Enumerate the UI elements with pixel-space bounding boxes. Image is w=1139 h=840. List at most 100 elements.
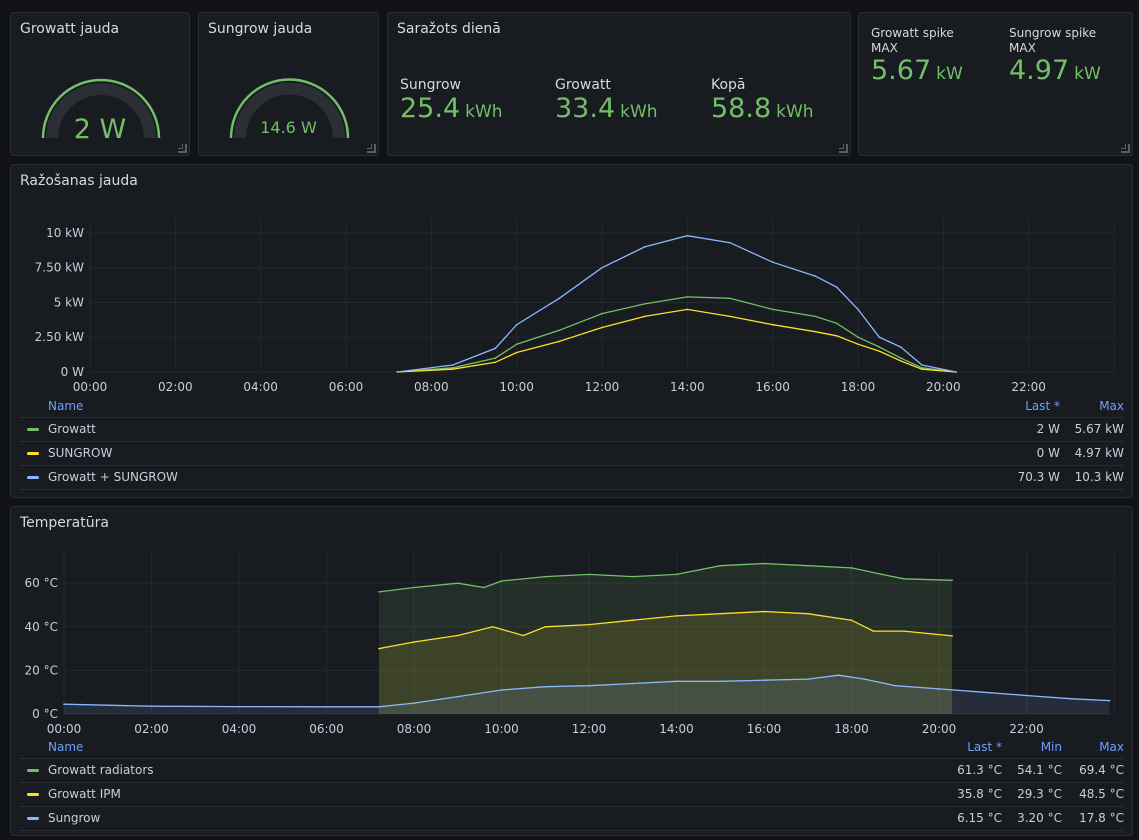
legend-series-name[interactable]: Growatt + SUNGROW	[48, 470, 178, 484]
stat-label-growatt: Growatt	[555, 77, 611, 93]
legend-header-min[interactable]: Min	[1040, 740, 1062, 754]
data-point	[675, 615, 678, 617]
series-line	[397, 235, 957, 373]
legend-header-name[interactable]: Name	[48, 399, 84, 413]
data-point	[601, 326, 603, 329]
data-point	[515, 351, 518, 354]
power-chart-panel: Ražošanas jauda 00:00 02:00 04:00 06:00 08:0…	[10, 164, 1133, 498]
stat-value-sungrow: 25.4 kWh	[400, 93, 503, 124]
data-point	[878, 346, 881, 348]
y-tick-label: 2.50 kW	[35, 330, 84, 344]
data-point	[835, 322, 838, 325]
x-tick-label: 16:00	[747, 722, 782, 736]
data-point	[729, 315, 731, 318]
data-point	[806, 612, 809, 615]
legend-series-name[interactable]: Sungrow	[48, 811, 101, 825]
sungrow-gauge-panel: Sungrow jauda 14.6 W	[198, 12, 379, 156]
data-point	[631, 682, 634, 685]
legend-row[interactable]: SUNGROW 0 W 4.97 kW	[19, 442, 1124, 466]
data-point	[378, 647, 380, 650]
resize-handle-icon[interactable]	[367, 144, 376, 153]
data-point	[938, 688, 940, 690]
data-point	[483, 586, 485, 589]
series-line	[397, 296, 957, 373]
series-line	[397, 308, 957, 373]
data-point	[643, 246, 646, 248]
data-point	[588, 573, 590, 576]
data-point	[814, 315, 817, 318]
data-point	[325, 706, 328, 708]
gauge-value: 2 W	[73, 114, 127, 145]
stat-unit: kWh	[465, 102, 503, 122]
temperature-chart[interactable]: 00:00 02:00 04:00 06:00 08:00 10:00 12:00 14:00…	[11, 507, 1132, 747]
legend-row[interactable]: Growatt + SUNGROW 70.3 W 10.3 kW	[19, 466, 1124, 490]
legend-row[interactable]: Sungrow 6.15 °C 3.20 °C 17.8 °C	[19, 807, 1124, 831]
legend-header-last[interactable]: Last *	[1025, 399, 1060, 413]
data-point	[921, 367, 923, 369]
data-point	[544, 685, 547, 688]
legend-header-name[interactable]: Name	[48, 740, 84, 754]
data-point	[1108, 699, 1111, 702]
data-point	[500, 689, 503, 691]
x-tick-label: 06:00	[309, 722, 344, 736]
data-point	[601, 266, 603, 269]
data-point	[814, 330, 817, 333]
legend-series-name[interactable]: Growatt IPM	[48, 787, 121, 801]
x-tick-label: 10:00	[484, 722, 519, 736]
data-point	[451, 367, 454, 369]
legend-row[interactable]: Growatt IPM 35.8 °C 29.3 °C 48.5 °C	[19, 783, 1124, 807]
y-tick-label: 60 °C	[25, 576, 58, 590]
legend-series-name[interactable]: Growatt	[48, 422, 96, 436]
spike-label-growatt: Growatt spike MAX	[871, 26, 954, 55]
data-point	[588, 623, 590, 626]
series-color-swatch	[27, 452, 39, 455]
data-point	[601, 312, 603, 315]
stat-unit: kWh	[776, 102, 814, 122]
panel-title: Ražošanas jauda	[20, 173, 138, 189]
data-point	[500, 580, 503, 582]
legend-series-name[interactable]: Growatt radiators	[48, 763, 154, 777]
legend-header-max[interactable]: Max	[1099, 740, 1124, 754]
data-point	[238, 705, 240, 708]
x-tick-label: 08:00	[397, 722, 432, 736]
data-point	[763, 610, 765, 613]
y-tick-label: 40 °C	[25, 620, 58, 634]
panel-title: Temperatūra	[20, 515, 109, 531]
legend-max-value: 17.8 °C	[1079, 811, 1124, 825]
resize-handle-icon[interactable]	[178, 144, 187, 153]
data-point	[1069, 697, 1072, 700]
resize-handle-icon[interactable]	[1121, 144, 1130, 153]
series-line	[378, 610, 953, 650]
legend-last-value: 0 W	[1036, 446, 1060, 460]
legend-row[interactable]: Growatt radiators 61.3 °C 54.1 °C 69.4 °…	[19, 759, 1124, 783]
x-tick-label: 04:00	[243, 380, 278, 394]
series-color-swatch	[27, 793, 39, 796]
x-tick-label: 12:00	[572, 722, 607, 736]
data-point	[456, 582, 459, 584]
data-point	[806, 564, 809, 567]
legend-series-name[interactable]: SUNGROW	[48, 446, 113, 460]
stat-value-total: 58.8 kWh	[711, 93, 814, 124]
power-chart[interactable]: 00:00 02:00 04:00 06:00 08:00 10:00 12:00 14:00…	[11, 165, 1132, 405]
spike-value-growatt: 5.67 kW	[871, 55, 963, 86]
data-point	[396, 371, 399, 373]
legend-max-value: 48.5 °C	[1079, 787, 1124, 801]
panel-title: Growatt jauda	[20, 21, 120, 37]
x-tick-label: 22:00	[1009, 722, 1044, 736]
legend-header-max[interactable]: Max	[1099, 399, 1124, 413]
spike-label-sungrow: Sungrow spike MAX	[1009, 26, 1097, 55]
x-tick-label: 20:00	[926, 380, 961, 394]
data-point	[921, 368, 923, 371]
legend-header-last[interactable]: Last *	[967, 740, 1002, 754]
legend-row[interactable]: Growatt 2 W 5.67 kW	[19, 418, 1124, 442]
resize-handle-icon[interactable]	[839, 144, 848, 153]
spike-unit: kW	[936, 64, 963, 84]
panel-title: Sungrow jauda	[208, 21, 313, 37]
data-point	[878, 336, 881, 339]
growatt-gauge-panel: Growatt jauda 2 W	[10, 12, 190, 156]
legend-header: Name Last * Max	[19, 397, 1124, 418]
data-point	[835, 286, 838, 288]
legend-last-value: 35.8 °C	[957, 787, 1002, 801]
legend-max-value: 10.3 kW	[1074, 470, 1124, 484]
y-tick-label: 0 °C	[32, 707, 58, 721]
